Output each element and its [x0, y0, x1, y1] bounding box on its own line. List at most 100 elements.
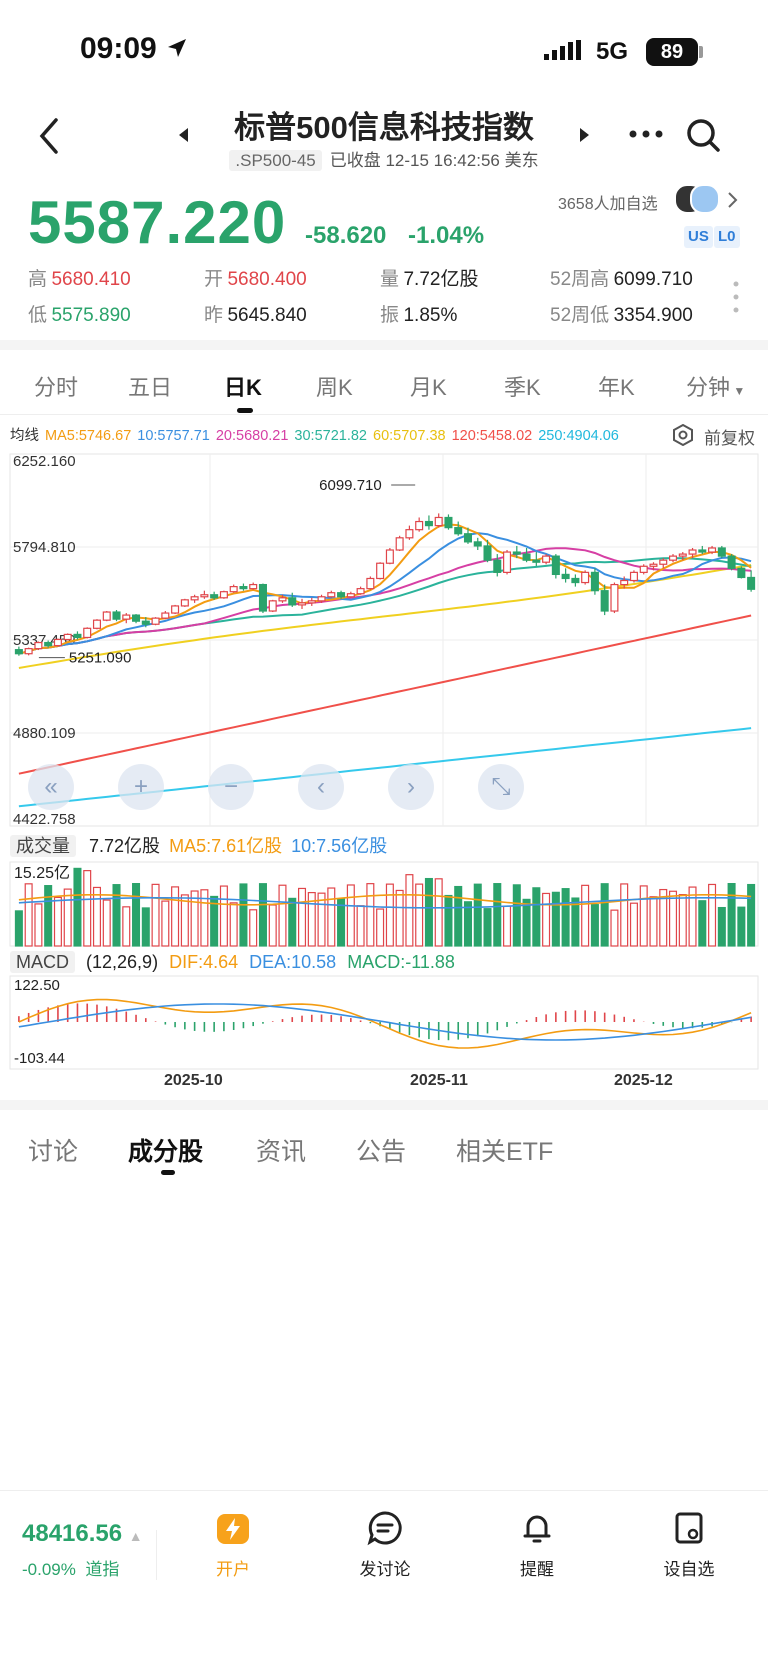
volume-bar [102, 899, 111, 947]
candle-body [668, 555, 678, 561]
volume-bar [337, 898, 346, 947]
up-arrow-icon: ▲ [128, 1528, 143, 1544]
candle-body [522, 553, 531, 561]
tab-discussion[interactable]: 讨论 [28, 1138, 79, 1166]
tab-announcements[interactable]: 公告 [356, 1138, 407, 1166]
back-icon[interactable] [34, 116, 66, 156]
candle-body [210, 594, 219, 599]
ma10-line [18, 532, 752, 655]
volume-bar [258, 883, 267, 947]
alert-button[interactable]: 提醒 [482, 1510, 592, 1580]
stat-prev-close: 昨 5645.840 [204, 305, 307, 326]
volume-y-tick: 15.25亿 [14, 864, 70, 882]
volume-tag[interactable]: 成交量 [10, 835, 76, 857]
volume-bar [493, 883, 502, 947]
volume-ma10-line [18, 897, 752, 909]
zoom-in-button[interactable]: + [118, 764, 164, 810]
tab-minute[interactable]: 分钟 ▼ [686, 375, 746, 400]
volume-bar [688, 886, 697, 947]
volume-bar [24, 883, 33, 947]
candle-body [288, 597, 297, 606]
tab-news[interactable]: 资讯 [256, 1138, 307, 1166]
candle-body [83, 627, 92, 639]
ma60-line [18, 564, 752, 669]
location-arrow-icon [168, 39, 187, 57]
candle-body [34, 641, 43, 650]
volume-bar [532, 887, 541, 947]
candle-body [688, 549, 697, 555]
tab-intraday[interactable]: 分时 [34, 375, 79, 400]
post-discussion-button[interactable]: 发讨论 [330, 1510, 440, 1580]
chevron-right-icon[interactable] [726, 190, 740, 210]
more-icon[interactable] [628, 128, 664, 140]
add-watchlist-button[interactable]: 设自选 [634, 1510, 744, 1580]
candle-body [229, 586, 238, 593]
volume-bar [44, 885, 53, 947]
volume-bar [551, 891, 560, 947]
dropdown-icon: ▼ [730, 384, 746, 398]
candle-body [190, 596, 199, 601]
tab-weekly-k[interactable]: 周K [316, 375, 353, 400]
volume-bar [366, 883, 375, 947]
open-account-button[interactable]: 开户 [178, 1510, 288, 1580]
scroll-left-button[interactable]: ‹ [298, 764, 344, 810]
subtitle: .SP500-45 已收盘 12-15 16:42:56 美东 [0, 146, 768, 171]
settings-icon[interactable] [672, 424, 694, 446]
adjust-mode[interactable]: 前复权 [704, 429, 755, 448]
volume-bar [561, 888, 570, 947]
x-axis-label: 2025-11 [410, 1072, 468, 1089]
scroll-right-button[interactable]: › [388, 764, 434, 810]
candle-body [297, 602, 307, 606]
ma-legend: 均线 MA5:5746.67 10:5757.71 20:5680.21 30:5721… [10, 428, 619, 444]
macd-tag[interactable]: MACD [10, 951, 75, 973]
tab-yearly-k[interactable]: 年K [598, 375, 635, 400]
x-axis-label: 2025-10 [164, 1072, 223, 1089]
candle-body [503, 551, 512, 573]
volume-bar [717, 906, 726, 947]
next-stock-icon[interactable] [578, 126, 592, 144]
stat-low: 低 5575.890 [28, 305, 131, 326]
tab-constituents[interactable]: 成分股 [128, 1138, 204, 1166]
volume-bar [512, 884, 521, 947]
watchlist-icon [675, 1512, 703, 1544]
volume-bar [297, 887, 307, 947]
candle-body [395, 537, 404, 551]
min-price-annotation: 5251.090 [69, 650, 132, 667]
ma5-line [18, 523, 752, 655]
more-stats-icon[interactable] [733, 280, 739, 314]
search-icon[interactable] [684, 116, 724, 156]
volume-bar [698, 900, 707, 947]
tab-monthly-k[interactable]: 月K [410, 375, 447, 400]
volume-legend: 成交量 7.72亿股 MA5:7.61亿股 10:7.56亿股 [10, 832, 387, 858]
macd-panel-frame [9, 975, 759, 1070]
kline-chart[interactable]: 6252.1605794.8105337.4594880.1094422.758… [0, 444, 768, 1094]
prev-stock-icon[interactable] [176, 126, 190, 144]
candle-body [317, 596, 326, 602]
scroll-left-fast-button[interactable]: « [28, 764, 74, 810]
battery-icon: 89 [646, 38, 698, 66]
volume-bar [708, 883, 717, 947]
volume-bar [346, 884, 355, 947]
candle-body [44, 641, 53, 647]
bottom-bar [0, 1490, 768, 1666]
battery-tip [699, 46, 703, 58]
volume-bar [161, 900, 170, 947]
tab-5day[interactable]: 五日 [128, 375, 173, 400]
volume-bar [620, 883, 629, 947]
candle-body [24, 648, 33, 655]
candle-body [483, 545, 492, 561]
tab-quarterly-k[interactable]: 季K [504, 375, 541, 400]
candle-body [171, 605, 180, 614]
ma120-line [18, 614, 752, 775]
index-ticker[interactable]: 48416.56 ▲ [22, 1520, 143, 1547]
tab-daily-k[interactable]: 日K [224, 375, 262, 400]
avatar-group[interactable] [674, 184, 720, 214]
volume-bar [171, 886, 180, 947]
active-tab-indicator [161, 1170, 175, 1175]
candle-body [92, 619, 102, 629]
candle-body [747, 576, 756, 590]
followers-count[interactable]: 3658人加自选 [558, 196, 658, 213]
tab-related-etf[interactable]: 相关ETF [456, 1138, 554, 1166]
fullscreen-button[interactable]: ⤡ [478, 764, 524, 810]
zoom-out-button[interactable]: − [208, 764, 254, 810]
